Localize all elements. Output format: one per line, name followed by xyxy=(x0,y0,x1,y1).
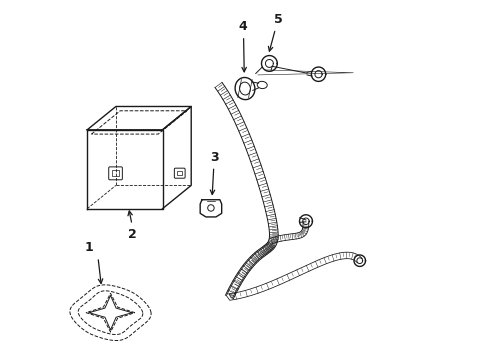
FancyBboxPatch shape xyxy=(174,168,185,178)
Text: 4: 4 xyxy=(239,20,247,33)
Text: 5: 5 xyxy=(273,13,282,26)
Text: 2: 2 xyxy=(128,228,136,242)
Bar xyxy=(177,171,182,175)
FancyBboxPatch shape xyxy=(109,167,122,180)
Text: 1: 1 xyxy=(85,240,94,253)
Text: 3: 3 xyxy=(210,151,219,164)
Bar xyxy=(112,171,119,176)
